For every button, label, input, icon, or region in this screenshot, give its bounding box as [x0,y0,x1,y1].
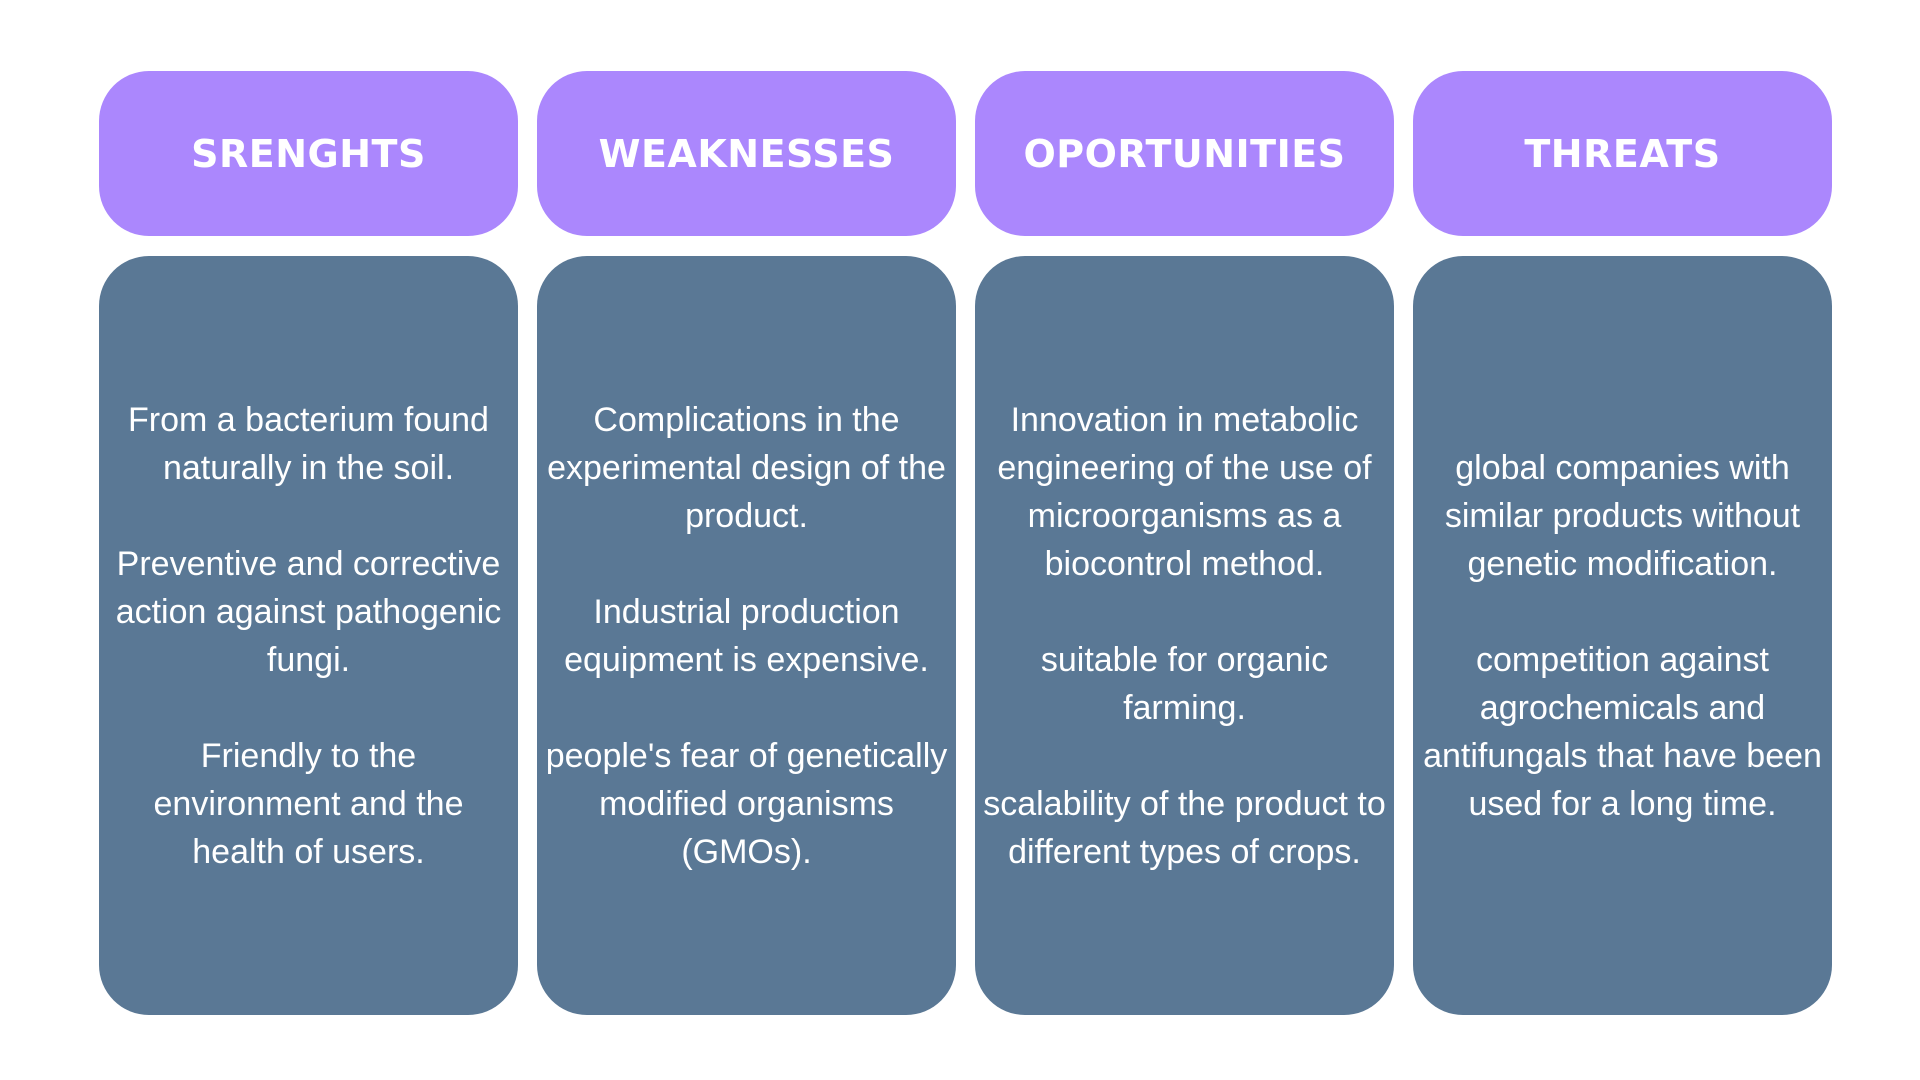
weaknesses-item: Industrial production equipment is expen… [564,592,929,679]
opportunities-item: suitable for organic farming. [1040,640,1329,727]
weaknesses-item: Complications in the experimental design… [547,400,946,535]
weaknesses-card: Complications in the experimental design… [537,256,956,1015]
strengths-card: From a bacterium found naturally in the … [99,256,518,1015]
threats-header: THREATS [1413,71,1832,236]
threats-card: global companies with similar products w… [1413,256,1832,1015]
threats-item: global companies with similar products w… [1444,448,1801,583]
opportunities-item: scalability of the product to different … [983,784,1386,871]
opportunities-item: Innovation in metabolic engineering of t… [997,400,1372,583]
swot-grid: SRENGHTS WEAKNESSES OPORTUNITIES THREATS… [99,71,1833,1015]
strengths-header: SRENGHTS [99,71,518,236]
opportunities-heading: OPORTUNITIES [1023,131,1346,176]
threats-heading: THREATS [1524,131,1721,176]
weaknesses-item: people's fear of genetically modified or… [545,736,948,871]
threats-item: competition against agrochemicals and an… [1423,640,1822,823]
opportunities-header: OPORTUNITIES [975,71,1394,236]
weaknesses-heading: WEAKNESSES [598,131,895,176]
strengths-item: Friendly to the environment and the heal… [153,736,464,871]
opportunities-card: Innovation in metabolic engineering of t… [975,256,1394,1015]
strengths-heading: SRENGHTS [191,131,426,176]
strengths-item: From a bacterium found naturally in the … [128,400,489,487]
strengths-item: Preventive and corrective action against… [115,544,502,679]
weaknesses-header: WEAKNESSES [537,71,956,236]
